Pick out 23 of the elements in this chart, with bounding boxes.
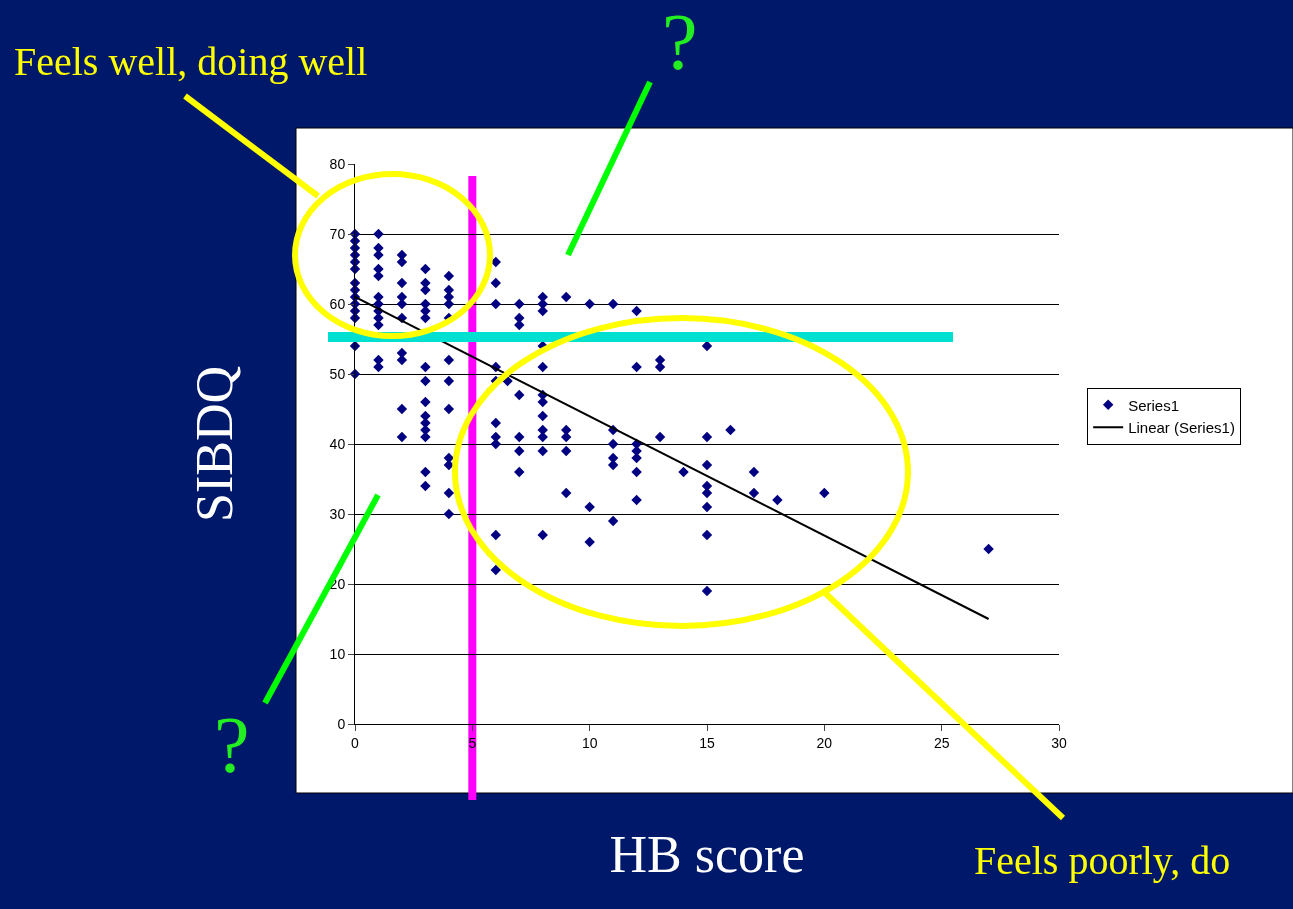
y-tick-label: 30 bbox=[329, 505, 346, 522]
text: Feels well, doing well bbox=[14, 39, 368, 84]
legend-label: Series1 bbox=[1128, 396, 1180, 414]
x-tick-label: 10 bbox=[581, 734, 598, 751]
x-tick-label: 30 bbox=[1051, 734, 1067, 751]
y-tick-label: 80 bbox=[329, 155, 346, 172]
x-tick-label: 15 bbox=[699, 734, 715, 751]
text: ? bbox=[214, 701, 250, 789]
legend-label: Linear (Series1) bbox=[1128, 419, 1235, 437]
y-tick-label: 10 bbox=[329, 645, 346, 662]
x-tick-label: 5 bbox=[468, 734, 477, 751]
y-tick-label: 0 bbox=[337, 715, 346, 732]
text: ? bbox=[662, 0, 698, 86]
y-tick-label: 60 bbox=[329, 295, 346, 312]
y-tick-label: 50 bbox=[329, 365, 346, 382]
x-tick-label: 25 bbox=[933, 734, 950, 751]
y-tick-label: 70 bbox=[329, 225, 346, 242]
text: Feels poorly, do bbox=[974, 838, 1231, 883]
x-tick-label: 0 bbox=[351, 734, 360, 751]
x-tick-label: 20 bbox=[816, 734, 833, 751]
x-axis-title: HB score bbox=[609, 825, 805, 883]
y-tick-label: 40 bbox=[329, 435, 346, 452]
y-axis-title: SIBDQ bbox=[185, 365, 243, 523]
